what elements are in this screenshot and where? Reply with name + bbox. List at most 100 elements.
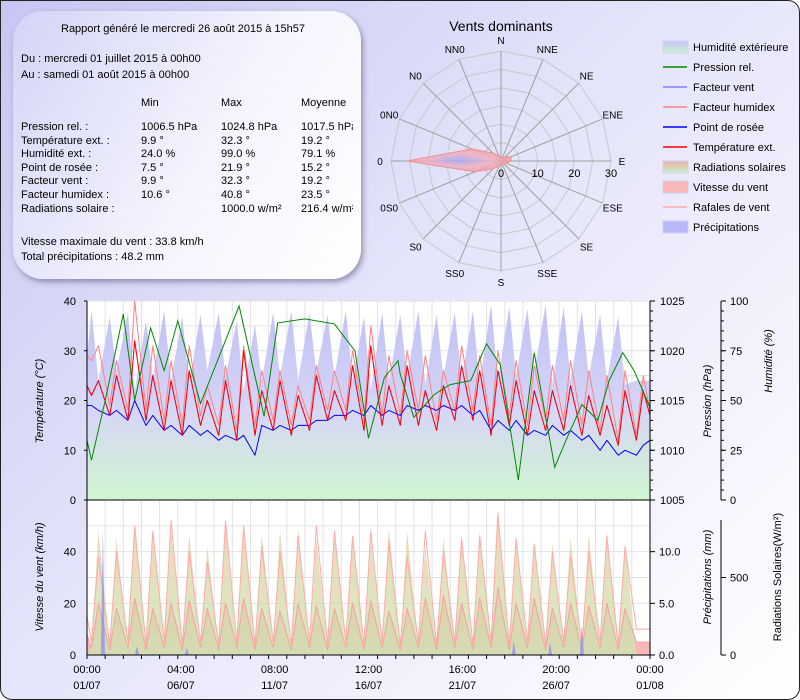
- x-tick-date: 01/07: [73, 680, 101, 692]
- precipitation-axis-title: Précipitations (mm): [702, 529, 714, 624]
- legend-label: Facteur vent: [693, 82, 754, 94]
- report-label: Humidité ext. :: [21, 148, 92, 161]
- rose-spoke: [422, 82, 502, 162]
- humidity-tick-label: 50: [730, 396, 742, 408]
- temperature-tick-label: 10: [64, 445, 76, 457]
- report-avg: 19.2 °: [301, 134, 330, 147]
- precipitation-bar: [579, 626, 584, 655]
- col-min: Min: [141, 97, 159, 109]
- precipitation-bar: [184, 647, 189, 655]
- summary-panel: Rapport généré le mercredi 26 août 2015 …: [13, 11, 361, 279]
- rose-spoke: [458, 59, 502, 162]
- total-rain: Total précipitations : 48.2 mm: [21, 251, 165, 263]
- x-tick-date: 06/07: [167, 680, 195, 692]
- legend-swatch: [662, 180, 689, 194]
- rose-direction-label: NE: [580, 71, 594, 82]
- rose-direction-label: S: [498, 278, 505, 289]
- pressure-axis-title: Pression (hPa): [702, 364, 714, 437]
- report-max: 99.0 %: [221, 148, 256, 161]
- temperature-line: [86, 340, 651, 446]
- report-label: Radiations solaire :: [21, 202, 115, 215]
- rose-tick-label: 30: [605, 168, 617, 180]
- rose-spoke: [500, 160, 603, 204]
- wind-gust-line: [86, 512, 650, 646]
- legend-label: Température ext.: [693, 142, 776, 154]
- radiation-tick-label: 500: [730, 573, 748, 585]
- legend-label: Vitesse du vent: [693, 182, 768, 194]
- report-max: 32.3 °: [221, 134, 250, 147]
- precipitation-tick-label: 5.0: [659, 598, 674, 610]
- rose-direction-label: S0: [409, 243, 422, 254]
- pressure-tick-label: 1020: [660, 346, 684, 358]
- report-label: Facteur vent :: [21, 175, 89, 188]
- rose-direction-label: NNE: [537, 45, 558, 56]
- humidity-area: [87, 305, 650, 500]
- rose-direction-label: ENE: [603, 111, 624, 122]
- humidity-axis-title: Humidité (%): [763, 329, 775, 393]
- wind-speed-line: [86, 587, 650, 651]
- precipitation-bar: [511, 640, 516, 655]
- rose-direction-label: SS0: [445, 269, 464, 280]
- report-max: 1024.8 hPa: [221, 121, 278, 133]
- rose-tick-label: 20: [568, 168, 580, 180]
- rose-direction-label: NN0: [445, 45, 465, 56]
- report-avg: 216.4 w/m²: [301, 202, 353, 215]
- report-min: 24.0 %: [141, 148, 176, 161]
- report-to: Au : samedi 01 août 2015 à 00h00: [21, 69, 190, 81]
- legend-label: Facteur humidex: [693, 102, 775, 114]
- wind-rose-area: [407, 148, 512, 173]
- legend-label: Radiations solaires: [693, 162, 786, 174]
- humidity-tick-label: 0: [730, 495, 736, 507]
- report-max: 32.3 °: [221, 175, 250, 188]
- report-max: 1000.0 w/m²: [221, 202, 282, 215]
- precipitation-tick-label: 0.0: [659, 650, 674, 662]
- radiation-tick-label: 0: [730, 650, 736, 662]
- wind-axis-title: Vitesse du vent (km/h): [34, 522, 46, 632]
- temperature-tick-label: 0: [70, 495, 76, 507]
- report-label: Facteur humidex :: [21, 189, 110, 201]
- report-generated: Rapport généré le mercredi 26 août 2015 …: [61, 23, 306, 35]
- temperature-tick-label: 30: [64, 346, 76, 358]
- x-tick-time: 08:00: [261, 664, 289, 676]
- solar-radiation-area: [87, 515, 650, 655]
- report-avg: 23.5 °: [301, 189, 330, 201]
- pressure-tick-label: 1025: [660, 296, 684, 308]
- report-avg: 19.2 °: [301, 175, 330, 188]
- report-avg: 15.2 °: [301, 161, 330, 174]
- dewpoint-line: [87, 400, 651, 456]
- rose-direction-label: SSE: [537, 269, 557, 280]
- report-max: 21.9 °: [221, 161, 250, 174]
- x-tick-time: 20:00: [542, 664, 570, 676]
- temperature-tick-label: 40: [64, 296, 76, 308]
- col-max: Max: [221, 97, 242, 109]
- rose-direction-label: E: [619, 157, 626, 168]
- rose-spoke: [422, 160, 502, 240]
- rose-direction-label: N: [497, 36, 504, 47]
- legend-label: Pression rel.: [693, 62, 754, 74]
- pressure-line: [86, 304, 651, 481]
- wind-tick-label: 40: [64, 547, 76, 559]
- rose-spoke: [500, 118, 603, 162]
- report-max: 40.8 °: [221, 189, 250, 201]
- legend-label: Point de rosée: [693, 122, 764, 134]
- x-tick-time: 16:00: [449, 664, 477, 676]
- precipitation-bar: [134, 645, 139, 655]
- rose-tick-label: 10: [532, 168, 544, 180]
- legend-label: Précipitations: [693, 222, 760, 234]
- humidity-tick-label: 75: [730, 346, 742, 358]
- rose-direction-label: ESE: [603, 203, 623, 214]
- legend-swatch: [662, 220, 689, 234]
- pressure-tick-label: 1015: [660, 396, 684, 408]
- report-avg: 79.1 %: [301, 148, 336, 161]
- legend-label: Humidité extérieure: [693, 42, 788, 54]
- report-label: Pression rel. :: [21, 121, 89, 133]
- rose-spoke: [500, 82, 580, 162]
- rose-direction-label: 0N0: [380, 111, 399, 122]
- report-from: Du : mercredi 01 juillet 2015 à 00h00: [21, 53, 201, 65]
- rose-direction-label: N0: [409, 71, 422, 82]
- rose-direction-label: 0S0: [380, 203, 398, 214]
- report-label: Température ext. :: [21, 134, 110, 147]
- x-tick-date: 01/08: [636, 680, 664, 692]
- max-wind: Vitesse maximale du vent : 33.8 km/h: [21, 236, 204, 248]
